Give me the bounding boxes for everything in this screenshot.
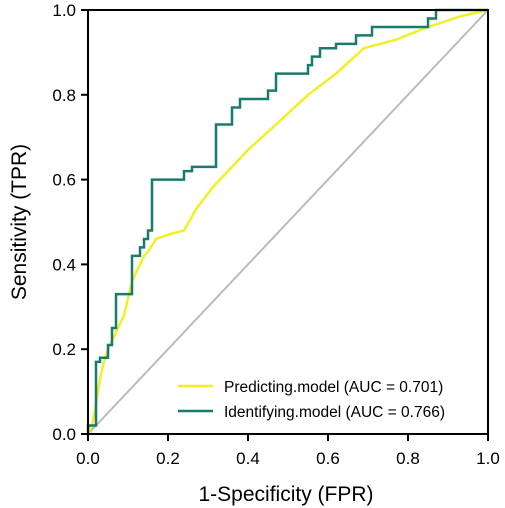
x-tick-label: 0.4 <box>236 449 260 468</box>
x-tick-label: 1.0 <box>476 449 500 468</box>
x-tick-label: 0.6 <box>316 449 340 468</box>
x-axis-ticks: 0.0 0.2 0.4 0.6 0.8 1.0 <box>76 434 500 468</box>
x-tick-label: 0.0 <box>76 449 100 468</box>
series-line-predicting-model <box>86 8 489 435</box>
y-axis-title: Sensitivity (TPR) <box>8 144 31 300</box>
x-tick-label: 0.2 <box>156 449 180 468</box>
y-tick-label: 0.6 <box>52 171 76 190</box>
legend: Predicting.model (AUC = 0.701) Identifyi… <box>178 379 445 421</box>
reference-diagonal-line <box>87 9 489 435</box>
y-tick-label: 0.2 <box>52 340 76 359</box>
x-tick-label: 0.8 <box>396 449 420 468</box>
legend-label-predicting-model: Predicting.model (AUC = 0.701) <box>224 379 443 396</box>
y-tick-label: 1.0 <box>52 1 76 20</box>
x-axis-title: 1-Specificity (FPR) <box>198 483 373 506</box>
series-line-identifying-model <box>86 8 488 434</box>
y-tick-label: 0.4 <box>52 255 76 274</box>
y-axis-ticks: 0.0 0.2 0.4 0.6 0.8 1.0 <box>52 1 88 444</box>
legend-label-identifying-model: Identifying.model (AUC = 0.766) <box>224 404 445 421</box>
y-tick-label: 0.0 <box>52 425 76 444</box>
plot-frame <box>87 9 489 435</box>
y-tick-label: 0.8 <box>52 86 76 105</box>
